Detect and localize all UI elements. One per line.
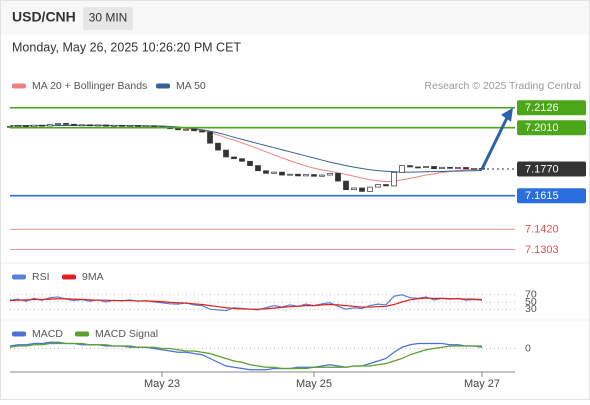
candle: [247, 160, 253, 166]
candle: [231, 156, 237, 160]
legend-swatch: [156, 83, 170, 89]
level-label: 7.2010: [525, 122, 559, 134]
candle: [111, 124, 117, 127]
forecast-arrowhead: [501, 107, 513, 122]
credit: Research © 2025 Trading Central: [424, 80, 581, 92]
candle: [471, 167, 477, 170]
candle: [47, 124, 53, 127]
candle: [455, 167, 461, 169]
candle: [311, 174, 317, 177]
candle: [127, 125, 133, 127]
symbol: USD/CNH: [12, 9, 76, 25]
level-box: [517, 161, 586, 177]
legend-swatch: [12, 83, 26, 89]
candle: [119, 124, 125, 127]
candle: [359, 187, 365, 192]
series-line: [9, 297, 483, 310]
candle: [87, 124, 93, 127]
x-tick-label: May 25: [296, 378, 332, 390]
candle: [95, 124, 101, 127]
legend-swatch: [12, 274, 26, 280]
forecast-arrow: [480, 113, 511, 170]
x-tick-label: May 23: [144, 378, 180, 390]
legend-label: MACD Signal: [95, 328, 158, 340]
interval[interactable]: 30 MIN: [89, 11, 128, 25]
candle: [391, 172, 397, 187]
legend-swatch: [12, 331, 26, 337]
candle: [263, 170, 269, 174]
candle: [15, 125, 21, 127]
candle: [431, 166, 437, 170]
candle: [351, 187, 357, 191]
candle: [191, 128, 197, 132]
candle: [279, 171, 285, 176]
candle: [463, 167, 469, 170]
candle: [175, 128, 181, 131]
legend-label: MACD: [32, 328, 63, 340]
legend-swatch: [62, 274, 76, 280]
candle: [135, 125, 141, 127]
candle: [303, 174, 309, 177]
candle: [383, 184, 389, 187]
level-label: 7.1303: [525, 244, 559, 256]
candle: [407, 165, 413, 168]
candle: [447, 166, 453, 169]
candle: [375, 184, 381, 188]
candle: [31, 124, 37, 128]
candle: [367, 186, 373, 192]
candle: [319, 174, 325, 177]
candle: [55, 123, 61, 125]
y-tick-label: 50: [525, 296, 537, 308]
candle: [343, 180, 349, 191]
candle: [151, 125, 157, 128]
y-tick-label: 30: [525, 303, 537, 315]
level-box: [517, 120, 586, 136]
candle: [271, 171, 277, 174]
candle: [439, 166, 445, 170]
legend-label: RSI: [32, 271, 50, 283]
candle: [327, 172, 333, 176]
candle: [71, 123, 77, 126]
x-tick-label: May 27: [464, 378, 500, 390]
candle: [23, 125, 29, 128]
level-box: [517, 188, 586, 204]
candle: [207, 131, 213, 144]
candle: [215, 142, 221, 151]
candle: [423, 166, 429, 169]
candle: [103, 124, 109, 127]
candle: [399, 165, 405, 173]
interval-box[interactable]: [83, 7, 133, 30]
candle: [415, 166, 421, 169]
level-label: 7.2126: [525, 102, 559, 114]
legend-label: MA 20 + Bollinger Bands: [32, 80, 147, 92]
level-label: 7.1615: [525, 190, 559, 202]
candle: [223, 149, 229, 158]
candle: [295, 173, 301, 177]
legend-swatch: [75, 331, 89, 337]
candle: [287, 173, 293, 176]
candle: [63, 123, 69, 125]
candle: [239, 158, 245, 162]
candle: [255, 165, 261, 172]
candle: [39, 124, 45, 127]
candle: [143, 125, 149, 128]
candle: [335, 172, 341, 182]
candle: [183, 128, 189, 131]
candle: [199, 130, 205, 133]
candle: [79, 124, 85, 127]
y-tick-label: 70: [525, 289, 537, 301]
legend-label: 9MA: [82, 271, 104, 283]
timestamp: Monday, May 26, 2025 10:26:20 PM CET: [12, 40, 241, 54]
legend-label: MA 50: [176, 80, 206, 92]
y-tick-label: 0: [525, 342, 531, 354]
level-label: 7.1420: [525, 224, 559, 236]
level-label: 7.1770: [525, 163, 559, 175]
level-box: [517, 100, 586, 116]
series-line: [9, 342, 482, 370]
